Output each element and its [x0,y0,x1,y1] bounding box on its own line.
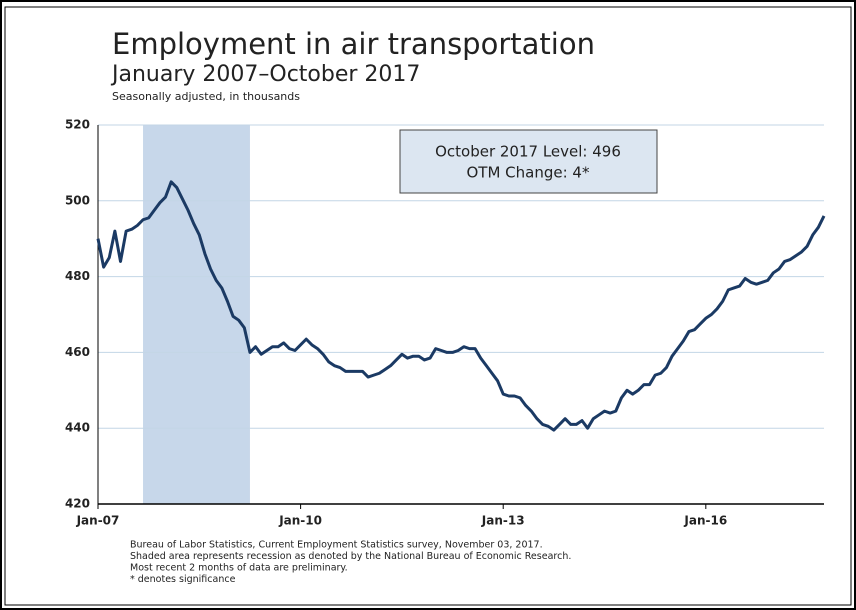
y-tick-label: 460 [65,345,90,359]
footnote: Most recent 2 months of data are prelimi… [130,563,348,574]
footnote: Bureau of Labor Statistics, Current Empl… [130,540,543,551]
chart-title: Employment in air transportation [112,27,595,61]
data-line [96,180,826,432]
x-tick-label: Jan-16 [683,514,727,528]
annotation-box [399,129,658,194]
x-tick-label: Jan-13 [481,514,525,528]
annotation-text: OTM Change: 4* [467,164,590,182]
chart-subtitle: January 2007–October 2017 [110,62,420,87]
y-tick-label: 420 [65,497,90,511]
footnote: * denotes significance [130,574,236,585]
chart-note: Seasonally adjusted, in thousands [112,90,300,103]
x-tick-label: Jan-07 [76,514,120,528]
y-tick-label: 500 [65,193,90,207]
y-tick-label: 520 [65,118,90,132]
y-tick-label: 480 [65,269,90,283]
y-tick-label: 440 [65,421,90,435]
inner-frame [4,6,852,606]
x-tick-label: Jan-10 [278,514,322,528]
footnote: Shaded area represents recession as deno… [130,551,571,562]
annotation-text: October 2017 Level: 496 [435,143,621,161]
